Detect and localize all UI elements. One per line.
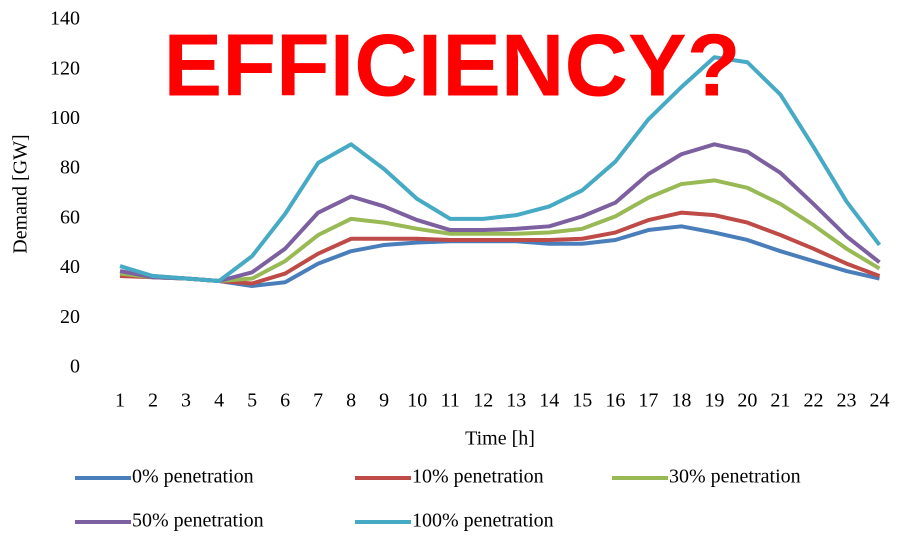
x-tick-label: 19 xyxy=(704,390,724,412)
series-line xyxy=(119,55,882,283)
x-tick-label: 11 xyxy=(441,390,460,412)
x-tick-label: 22 xyxy=(803,390,823,412)
x-tick-label: 6 xyxy=(280,390,290,412)
x-tick-label: 14 xyxy=(539,390,559,412)
x-tick-label: 16 xyxy=(605,390,625,412)
x-tick-label: 7 xyxy=(313,390,323,412)
x-axis-label: Time [h] xyxy=(465,428,535,450)
y-tick-label: 20 xyxy=(60,306,80,328)
y-tick-label: 40 xyxy=(60,256,80,278)
y-tick-label: 140 xyxy=(50,8,80,30)
x-tick-label: 5 xyxy=(247,390,257,412)
x-tick-label: 2 xyxy=(148,390,158,412)
x-tick-label: 15 xyxy=(572,390,592,412)
x-tick-label: 1 xyxy=(115,390,125,412)
x-tick-label: 21 xyxy=(770,390,790,412)
legend-label: 10% penetration xyxy=(412,466,544,488)
y-tick-label: 0 xyxy=(70,356,80,378)
x-tick-label: 23 xyxy=(836,390,856,412)
x-tick-label: 8 xyxy=(346,390,356,412)
y-tick-label: 80 xyxy=(60,157,80,179)
legend-label: 0% penetration xyxy=(132,466,254,488)
x-tick-label: 13 xyxy=(506,390,526,412)
x-tick-label: 17 xyxy=(638,390,658,412)
chart-title: EFFICIENCY? xyxy=(164,15,741,114)
x-tick-label: 4 xyxy=(214,390,224,412)
x-tick-label: 9 xyxy=(379,390,389,412)
series-line xyxy=(119,210,881,286)
series-line xyxy=(119,142,881,283)
x-tick-label: 20 xyxy=(737,390,757,412)
y-tick-label: 100 xyxy=(50,107,80,129)
x-tick-label: 10 xyxy=(407,390,427,412)
y-tick-label: 60 xyxy=(60,206,80,228)
legend-label: 50% penetration xyxy=(132,510,264,532)
y-tick-label: 120 xyxy=(50,57,80,79)
x-tick-label: 3 xyxy=(181,390,191,412)
y-axis-label: Demand [GW] xyxy=(10,134,32,253)
legend-label: 30% penetration xyxy=(669,466,801,488)
x-tick-label: 24 xyxy=(869,390,889,412)
x-tick-label: 18 xyxy=(671,390,691,412)
series-line xyxy=(119,178,881,283)
legend-label: 100% penetration xyxy=(412,510,554,532)
x-tick-label: 12 xyxy=(473,390,493,412)
